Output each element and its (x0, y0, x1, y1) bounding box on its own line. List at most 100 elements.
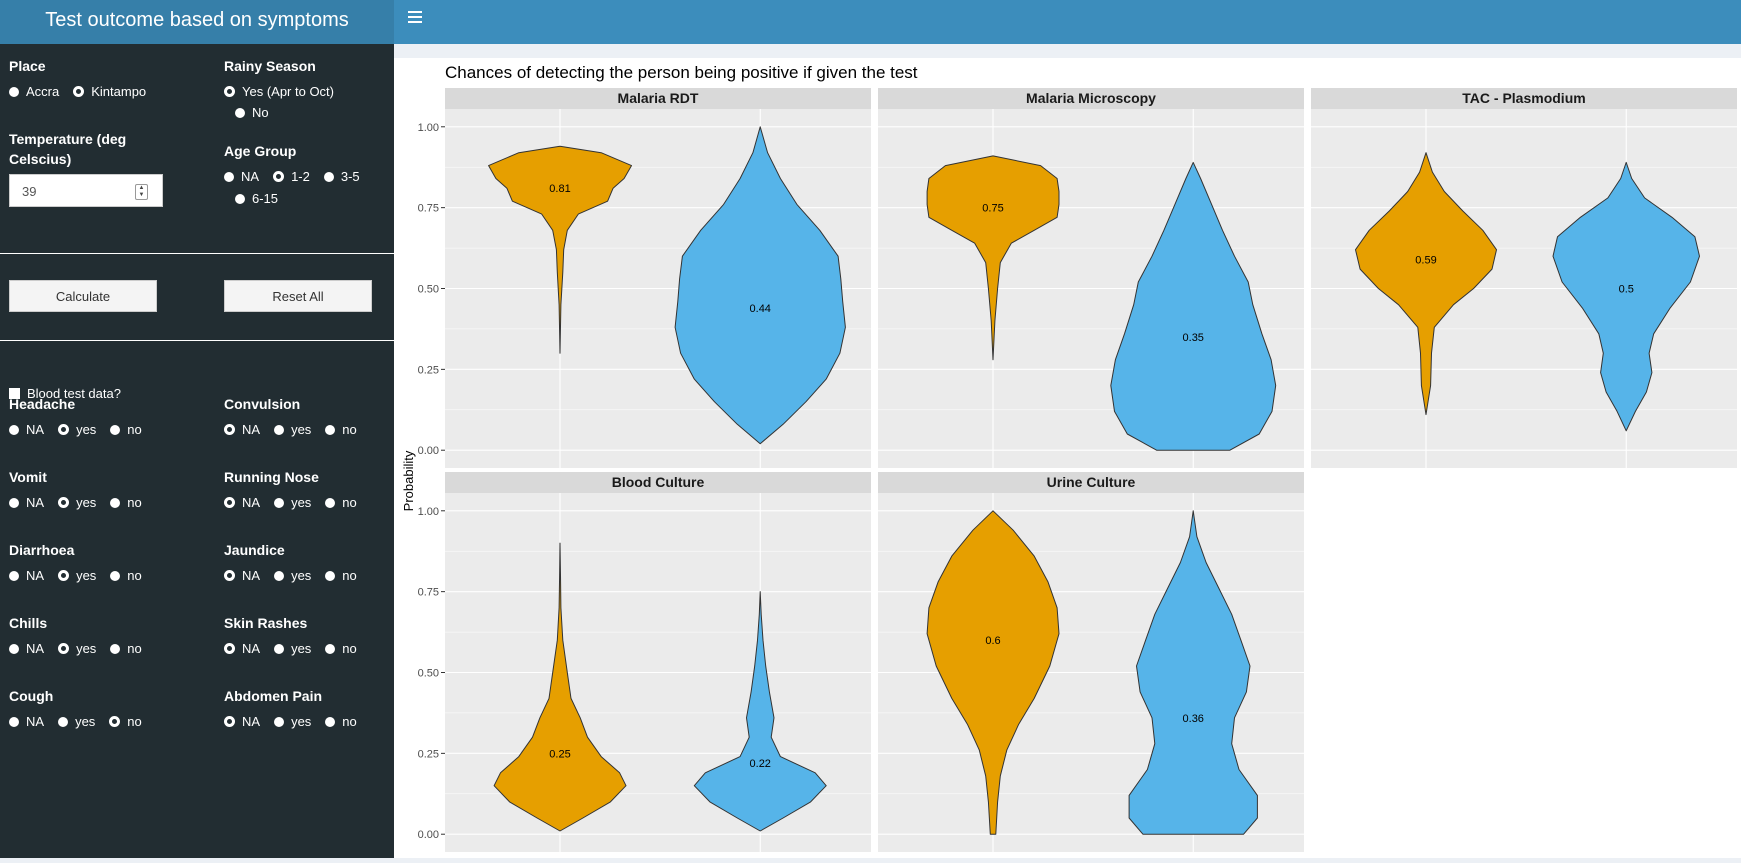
headache-option-no[interactable]: no (110, 422, 142, 437)
radio-selected-icon (224, 424, 235, 435)
radio-icon (9, 86, 19, 97)
vomit-option-na[interactable]: NA (9, 495, 44, 510)
running-nose-option-no[interactable]: no (325, 495, 357, 510)
age-option-6-15[interactable]: 6-15 (235, 191, 278, 206)
facet-strip-blood-culture (445, 472, 871, 493)
jaundice-radio-group: NA yes no (224, 568, 357, 583)
rainy-option-no[interactable]: No (235, 105, 269, 120)
skin-rashes-label: Skin Rashes (224, 615, 308, 631)
diarrhoea-option-no[interactable]: no (110, 568, 142, 583)
violin-tac-plasmodium-1 (1355, 152, 1497, 416)
blood-test-checkbox[interactable]: Blood test data? (9, 386, 121, 401)
radio-icon (9, 424, 19, 435)
abdomen-pain-radio-group: NA yes no (224, 714, 357, 729)
abdomen-pain-label: Abdomen Pain (224, 688, 323, 704)
place-option-accra[interactable]: Accra (9, 84, 59, 99)
violin-tac-plasmodium-2 (1552, 161, 1700, 432)
age-group-label: Age Group (224, 143, 297, 159)
jaundice-option-no[interactable]: no (325, 568, 357, 583)
diarrhoea-radio-group: NA yes no (9, 568, 142, 583)
radio-selected-icon (58, 424, 70, 435)
facet-title-urine-culture: Urine Culture (1047, 474, 1136, 490)
abdomen-pain-option-yes[interactable]: yes (274, 714, 311, 729)
radio-selected-icon (58, 497, 70, 508)
y-axis-label: Probability (401, 450, 416, 511)
radio-icon (235, 193, 245, 204)
radio-icon (9, 716, 19, 727)
cough-option-no[interactable]: no (109, 714, 142, 729)
violin-malaria-microscopy-2 (1110, 161, 1277, 451)
y-tick-label: 0.25 (418, 748, 439, 760)
convulsion-radio-group: NA yes no (224, 422, 357, 437)
reset-all-button[interactable]: Reset All (224, 280, 372, 312)
radio-icon (274, 497, 285, 508)
radio-icon (274, 570, 285, 581)
spinner-arrows-icon[interactable]: ▲ ▼ (135, 184, 148, 200)
chills-radio-group: NA yes no (9, 641, 142, 656)
running-nose-option-na[interactable]: NA (224, 495, 260, 510)
convulsion-label: Convulsion (224, 396, 301, 412)
radio-icon (9, 497, 19, 508)
age-option-1-2[interactable]: 1-2 (273, 169, 310, 184)
radio-icon (274, 716, 285, 727)
chills-option-na[interactable]: NA (9, 641, 44, 656)
rainy-option-yes[interactable]: Yes (Apr to Oct) (224, 84, 334, 99)
running-nose-option-yes[interactable]: yes (274, 495, 311, 510)
jaundice-option-na[interactable]: NA (224, 568, 260, 583)
skin-rashes-option-no[interactable]: no (325, 641, 357, 656)
jaundice-option-yes[interactable]: yes (274, 568, 311, 583)
diarrhoea-option-na[interactable]: NA (9, 568, 44, 583)
median-label: 0.81 (549, 183, 570, 195)
vomit-option-yes[interactable]: yes (58, 495, 96, 510)
y-tick-label: 0.75 (418, 203, 439, 215)
age-option-3-5[interactable]: 3-5 (323, 169, 360, 184)
divider (0, 253, 394, 254)
radio-icon (325, 497, 336, 508)
abdomen-pain-option-na[interactable]: NA (224, 714, 260, 729)
calculate-button[interactable]: Calculate (9, 280, 157, 312)
sidebar-toggle-icon[interactable] (408, 11, 422, 25)
age-option-na[interactable]: NA (224, 169, 259, 184)
temperature-input[interactable] (10, 175, 134, 207)
cough-option-yes[interactable]: yes (58, 714, 95, 729)
convulsion-option-na[interactable]: NA (224, 422, 260, 437)
skin-rashes-radio-group: NA yes no (224, 641, 357, 656)
headache-option-yes[interactable]: yes (58, 422, 96, 437)
convulsion-option-no[interactable]: no (325, 422, 357, 437)
diarrhoea-label: Diarrhoea (9, 542, 75, 558)
vomit-option-no[interactable]: no (110, 495, 142, 510)
abdomen-pain-option-no[interactable]: no (325, 714, 357, 729)
radio-selected-icon (224, 716, 235, 727)
top-navbar (394, 0, 1741, 44)
y-tick-label: 0.50 (418, 668, 439, 680)
convulsion-option-yes[interactable]: yes (274, 422, 311, 437)
app-title: Test outcome based on symptoms (0, 0, 394, 44)
cough-label: Cough (9, 688, 54, 704)
place-option-kintampo[interactable]: Kintampo (73, 84, 146, 99)
diarrhoea-option-yes[interactable]: yes (58, 568, 96, 583)
skin-rashes-option-yes[interactable]: yes (274, 641, 311, 656)
chills-option-yes[interactable]: yes (58, 641, 96, 656)
running-nose-radio-group: NA yes no (224, 495, 357, 510)
facet-strip-malaria-microscopy (878, 88, 1304, 109)
cough-option-na[interactable]: NA (9, 714, 44, 729)
radio-icon (274, 643, 285, 654)
radio-icon (325, 643, 336, 654)
facet-strip-tac-plasmodium (1311, 88, 1737, 109)
chills-option-no[interactable]: no (110, 641, 142, 656)
radio-selected-icon (58, 570, 70, 581)
y-tick-label: 0.00 (418, 829, 439, 841)
running-nose-label: Running Nose (224, 469, 319, 485)
radio-icon (224, 171, 234, 182)
radio-icon (58, 716, 69, 727)
radio-selected-icon (58, 643, 70, 654)
headache-option-na[interactable]: NA (9, 422, 44, 437)
facet-title-blood-culture: Blood Culture (612, 474, 705, 490)
plot-area: Chances of detecting the person being po… (394, 58, 1741, 858)
radio-selected-icon (73, 86, 85, 97)
y-tick-label: 0.25 (418, 364, 439, 376)
y-tick-label: 0.00 (418, 445, 439, 457)
chart-title: Chances of detecting the person being po… (445, 63, 918, 82)
median-label: 0.75 (982, 203, 1003, 215)
skin-rashes-option-na[interactable]: NA (224, 641, 260, 656)
